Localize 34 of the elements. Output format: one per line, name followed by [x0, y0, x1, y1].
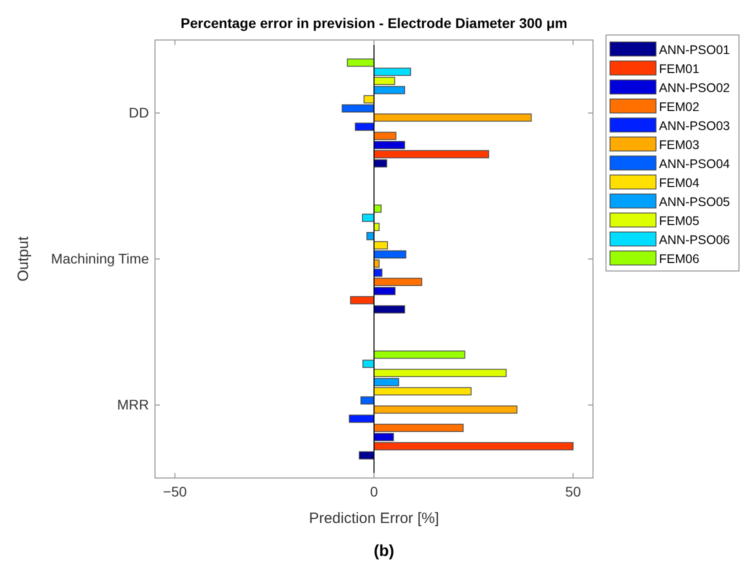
bar: [374, 114, 532, 122]
x-axis-title: Prediction Error [%]: [308, 510, 440, 527]
legend-label: FEM06: [659, 252, 700, 266]
legend-label: ANN-PSO01: [659, 43, 730, 57]
x-tick-label: 50: [565, 483, 582, 500]
x-tick-label: 0: [370, 483, 378, 500]
x-tick-label: −50: [163, 483, 187, 500]
bar: [358, 451, 374, 460]
chart-title: Percentage error in prevision - Electrode Diameter 300 μm: [180, 15, 568, 31]
bar: [362, 360, 374, 368]
legend-label: ANN-PSO06: [659, 233, 730, 247]
y-axis-title: Output: [15, 236, 32, 282]
y-tick-label: DD: [128, 104, 149, 120]
legend-label: FEM04: [659, 176, 700, 190]
y-tick-label: Machining Time: [50, 250, 150, 266]
bar: [374, 305, 406, 314]
bar: [374, 350, 466, 359]
bar: [346, 58, 374, 67]
legend-label: ANN-PSO05: [659, 195, 730, 209]
legend-label: ANN-PSO02: [659, 81, 730, 95]
bar: [348, 414, 374, 423]
legend-label: ANN-PSO03: [659, 119, 730, 133]
bar: [374, 406, 518, 414]
legend-label: ANN-PSO04: [659, 157, 730, 171]
legend-label: FEM05: [659, 214, 700, 228]
legend-label: FEM02: [659, 100, 700, 114]
legend-label: FEM03: [659, 138, 700, 152]
bar: [354, 122, 374, 131]
bar: [362, 214, 374, 222]
text: (b): [374, 543, 394, 560]
bar: [350, 296, 374, 304]
y-tick-label: MRR: [117, 396, 149, 412]
legend-label: FEM01: [659, 62, 700, 76]
bar: [360, 396, 374, 404]
